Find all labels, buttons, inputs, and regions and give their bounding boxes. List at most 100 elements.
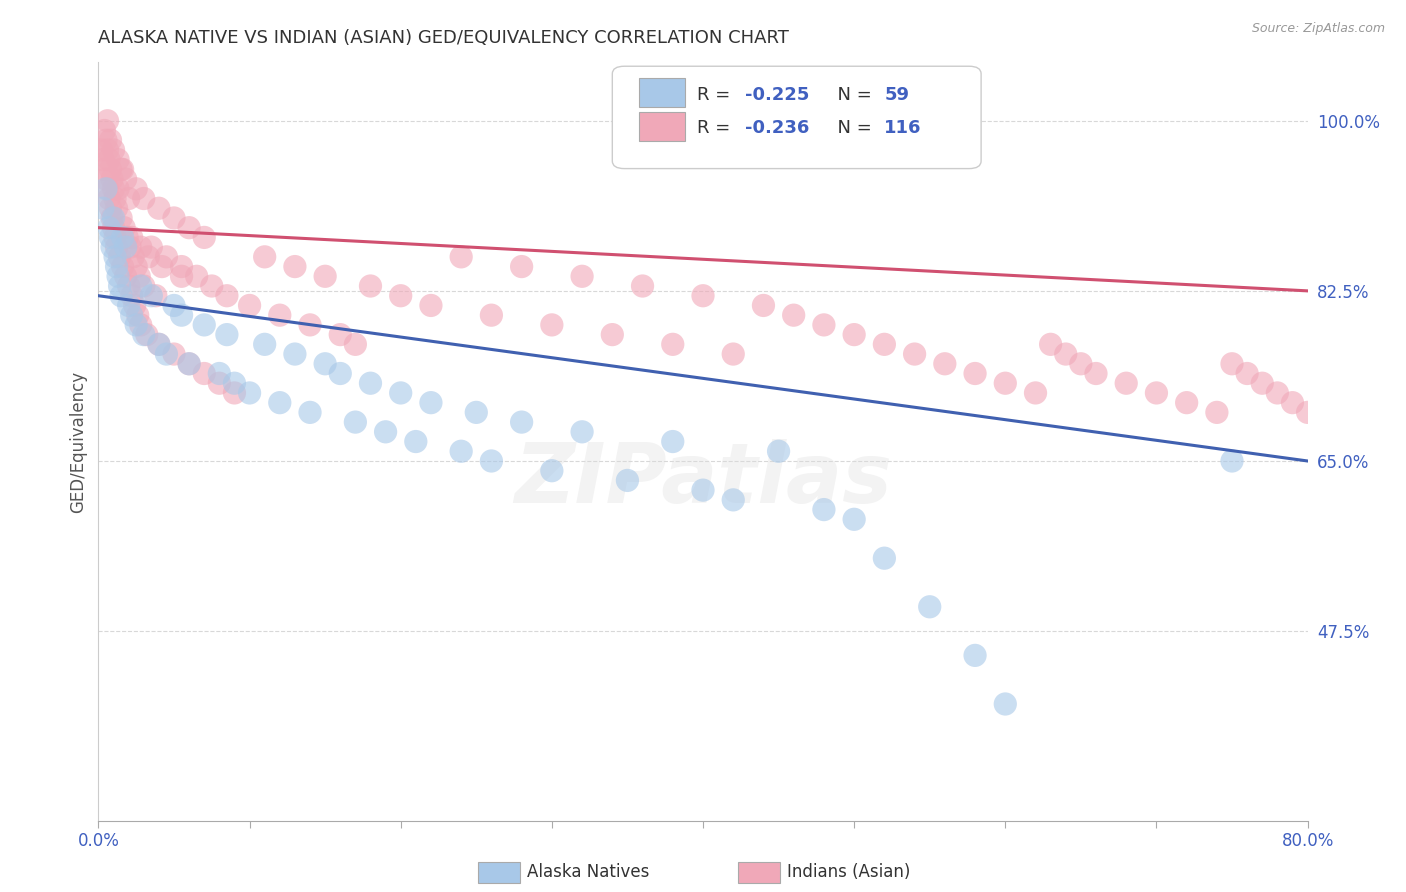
- Point: [125, 260, 148, 274]
- Point: [128, 269, 150, 284]
- Point: [148, 337, 170, 351]
- Text: Alaska Natives: Alaska Natives: [527, 863, 650, 881]
- Point: [783, 308, 806, 322]
- Point: [111, 162, 134, 177]
- Point: [120, 240, 142, 254]
- Point: [96, 143, 118, 157]
- Point: [661, 434, 683, 449]
- Point: [201, 279, 224, 293]
- Point: [465, 405, 488, 419]
- Point: [98, 153, 121, 167]
- Point: [141, 240, 163, 254]
- Point: [104, 230, 127, 244]
- Point: [571, 425, 593, 439]
- Point: [132, 327, 155, 342]
- Point: [450, 444, 472, 458]
- Point: [150, 260, 173, 274]
- Point: [904, 347, 927, 361]
- Point: [193, 318, 215, 332]
- Point: [90, 143, 112, 157]
- Point: [253, 250, 276, 264]
- Point: [360, 376, 382, 391]
- Point: [107, 182, 129, 196]
- Text: Source: ZipAtlas.com: Source: ZipAtlas.com: [1251, 22, 1385, 36]
- Point: [163, 211, 186, 225]
- Point: [481, 454, 503, 468]
- Text: R =: R =: [697, 86, 735, 104]
- Point: [179, 357, 201, 371]
- Point: [1206, 405, 1229, 419]
- FancyBboxPatch shape: [638, 112, 685, 141]
- Point: [224, 386, 246, 401]
- Text: ALASKA NATIVE VS INDIAN (ASIAN) GED/EQUIVALENCY CORRELATION CHART: ALASKA NATIVE VS INDIAN (ASIAN) GED/EQUI…: [98, 29, 789, 47]
- Point: [389, 386, 412, 401]
- Point: [105, 201, 128, 215]
- Point: [661, 337, 683, 351]
- Point: [118, 192, 141, 206]
- Point: [1281, 395, 1303, 409]
- Point: [112, 220, 135, 235]
- Point: [1146, 386, 1168, 401]
- Point: [101, 211, 124, 225]
- Text: -0.236: -0.236: [745, 120, 810, 137]
- Point: [299, 405, 322, 419]
- Point: [101, 172, 124, 186]
- Text: 59: 59: [884, 86, 910, 104]
- Point: [108, 279, 131, 293]
- Point: [540, 318, 562, 332]
- Point: [179, 357, 201, 371]
- Point: [344, 415, 367, 429]
- Point: [104, 250, 127, 264]
- Point: [110, 211, 132, 225]
- Point: [108, 250, 131, 264]
- Point: [374, 425, 396, 439]
- Point: [103, 143, 125, 157]
- Point: [111, 230, 134, 244]
- Point: [155, 347, 177, 361]
- Point: [121, 230, 143, 244]
- Point: [208, 376, 231, 391]
- Point: [813, 502, 835, 516]
- Point: [91, 153, 114, 167]
- Point: [193, 367, 215, 381]
- Point: [284, 260, 307, 274]
- Point: [179, 220, 201, 235]
- Point: [129, 279, 152, 293]
- Point: [208, 367, 231, 381]
- Point: [314, 269, 336, 284]
- Point: [405, 434, 427, 449]
- Point: [93, 162, 115, 177]
- Point: [104, 192, 127, 206]
- Point: [344, 337, 367, 351]
- Point: [1236, 367, 1258, 381]
- Point: [692, 483, 714, 497]
- Point: [692, 289, 714, 303]
- Point: [148, 201, 170, 215]
- Point: [186, 269, 208, 284]
- Point: [103, 220, 125, 235]
- Point: [1220, 454, 1243, 468]
- Point: [170, 269, 193, 284]
- Point: [1115, 376, 1137, 391]
- FancyBboxPatch shape: [613, 66, 981, 169]
- Point: [105, 260, 128, 274]
- Point: [100, 162, 122, 177]
- Point: [163, 347, 186, 361]
- Point: [94, 133, 117, 147]
- Point: [571, 269, 593, 284]
- Point: [148, 337, 170, 351]
- Point: [269, 395, 291, 409]
- Point: [284, 347, 307, 361]
- Point: [420, 298, 443, 312]
- Point: [510, 415, 533, 429]
- Point: [94, 172, 117, 186]
- Point: [141, 289, 163, 303]
- Point: [170, 308, 193, 322]
- Point: [91, 201, 114, 215]
- Point: [125, 318, 148, 332]
- Point: [93, 123, 115, 137]
- Point: [1251, 376, 1274, 391]
- Point: [360, 279, 382, 293]
- Point: [96, 113, 118, 128]
- Y-axis label: GED/Equivalency: GED/Equivalency: [69, 370, 87, 513]
